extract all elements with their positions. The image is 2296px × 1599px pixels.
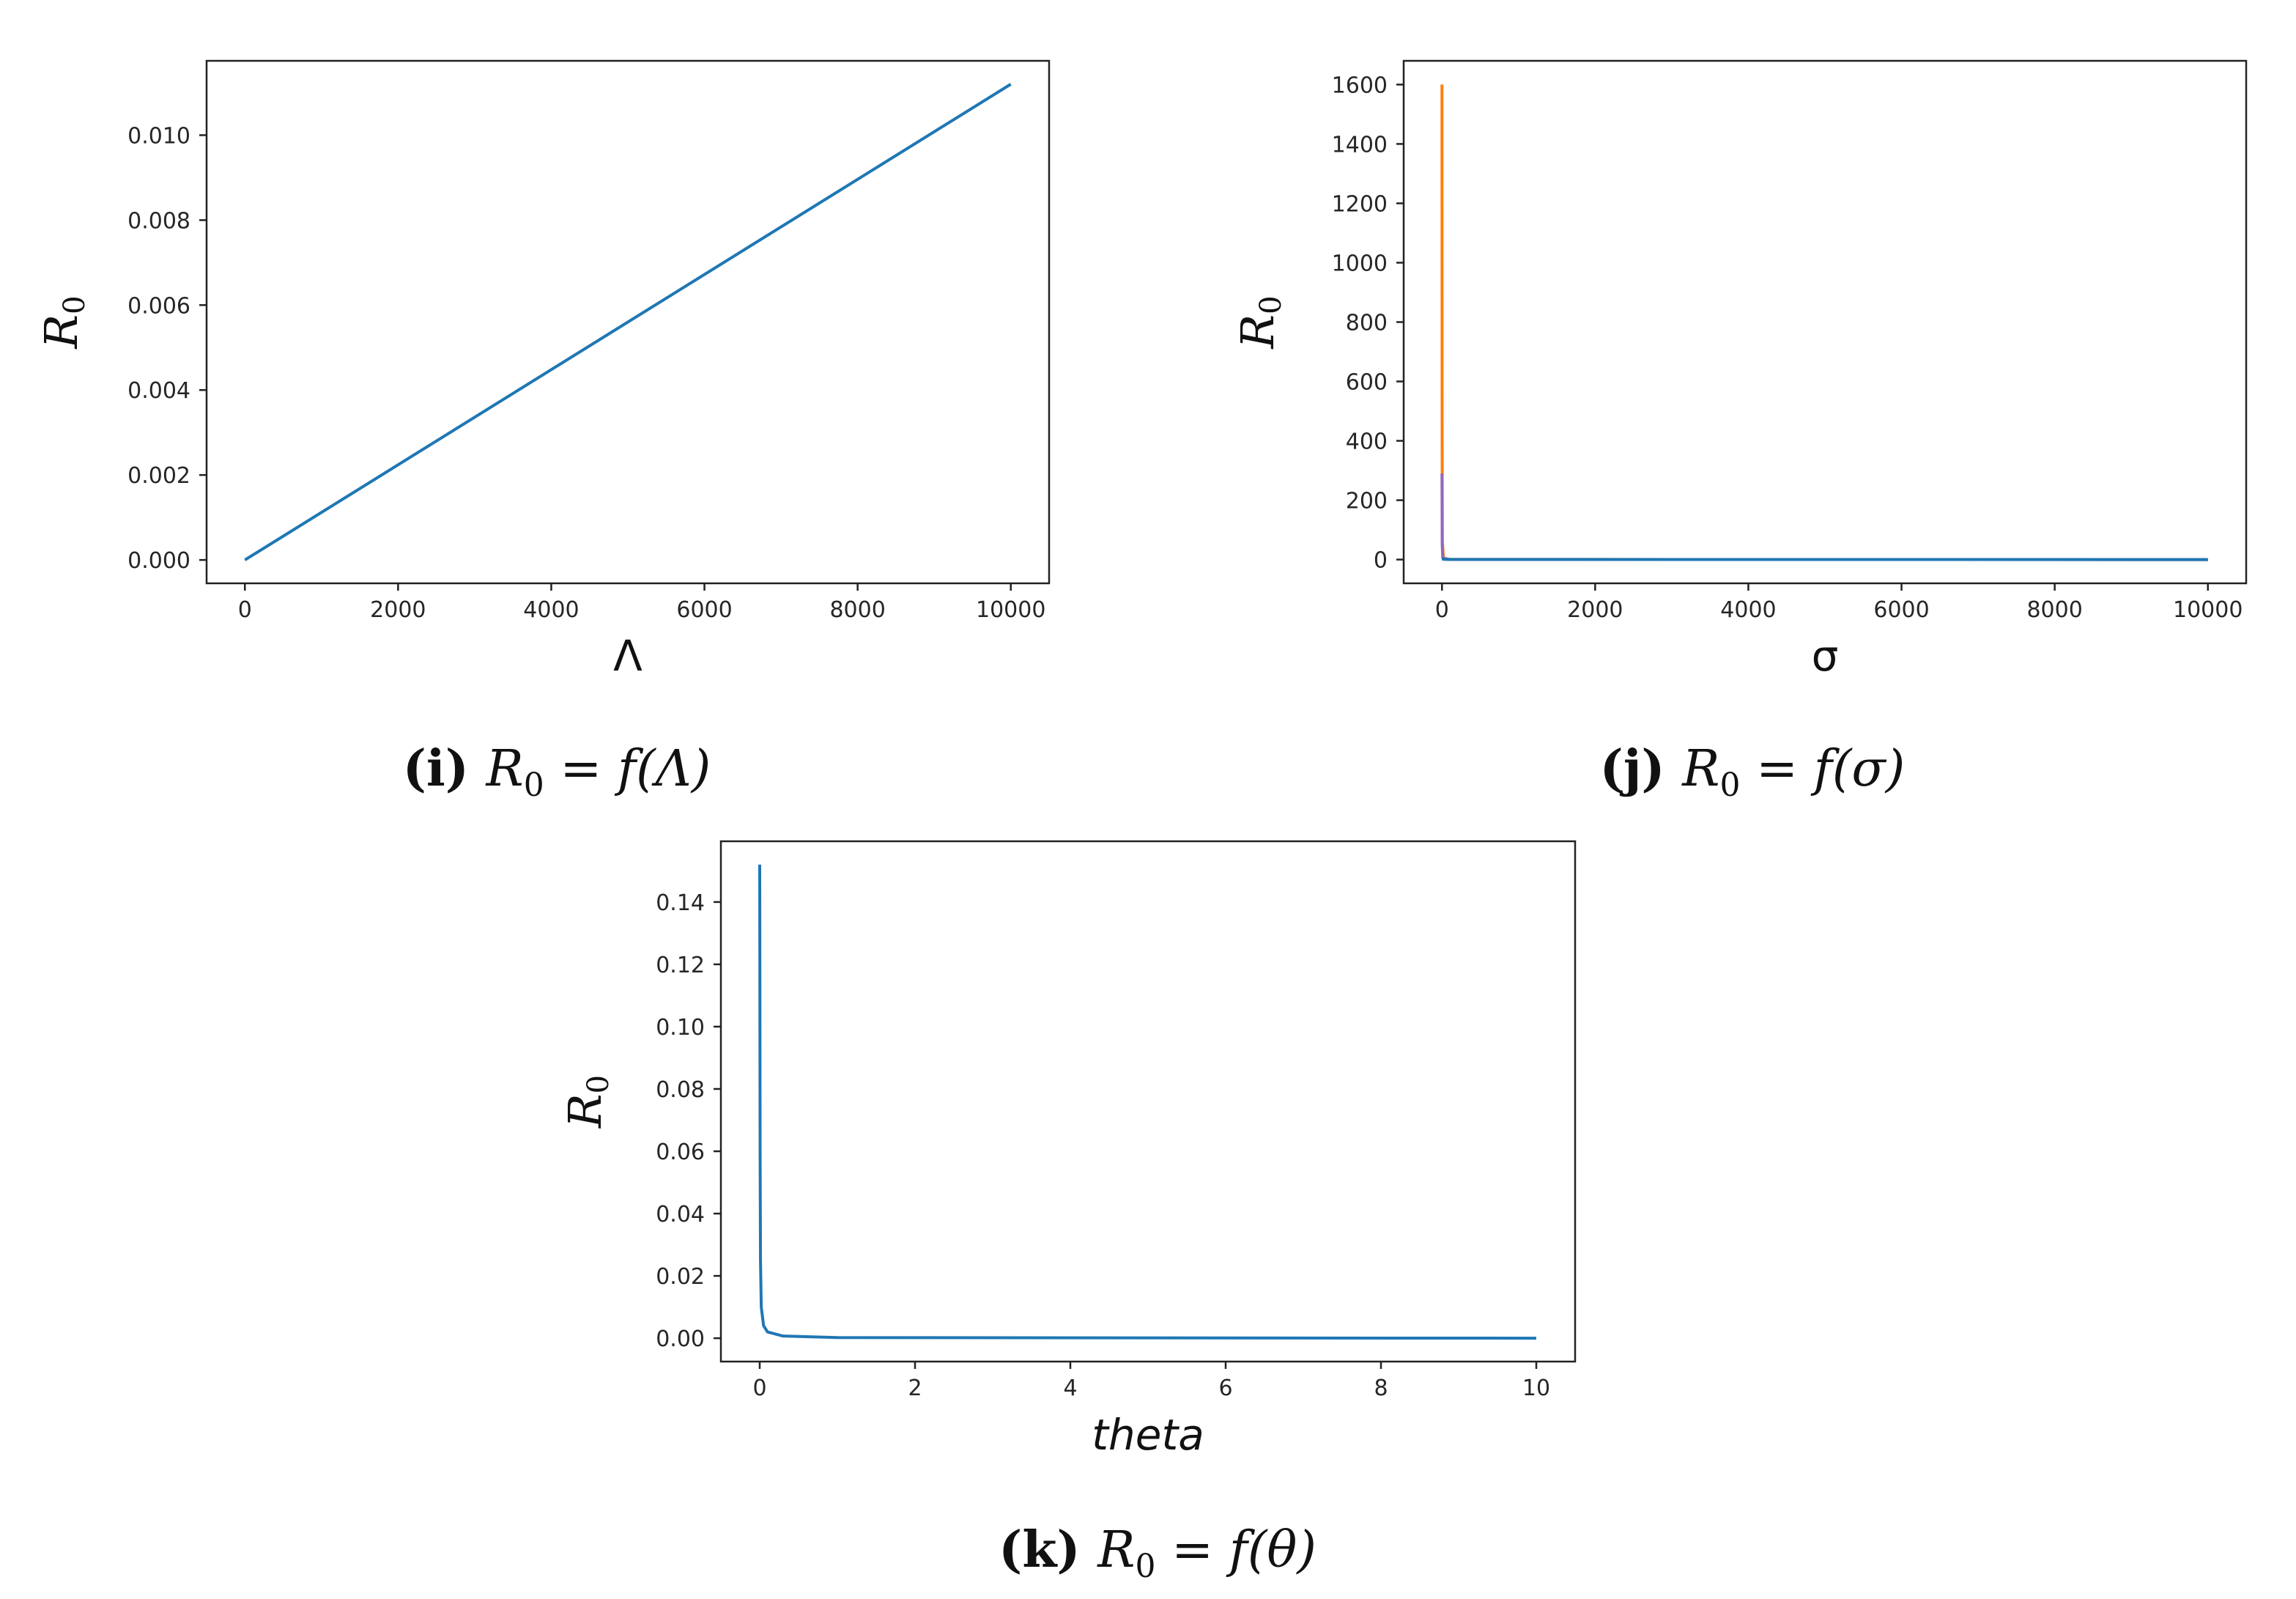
y-axis-label: R0 <box>34 295 92 349</box>
y-tick-label: 0.000 <box>127 548 190 574</box>
y-tick-label: 200 <box>1346 489 1388 514</box>
y-tick-label: 0.14 <box>656 890 705 916</box>
x-tick-label: 2000 <box>1567 597 1623 623</box>
y-tick-label: 0.06 <box>656 1140 705 1165</box>
x-tick-label: 2000 <box>370 597 426 623</box>
y-tick-label: 0.08 <box>656 1077 705 1103</box>
y-axis-label: R0 <box>558 1075 615 1129</box>
y-tick-label: 1200 <box>1332 191 1388 217</box>
x-tick-label: 4000 <box>1720 597 1776 623</box>
x-axis-label: σ <box>1812 631 1839 681</box>
series-line-2 <box>1442 557 2208 561</box>
y-tick-label: 600 <box>1346 370 1388 396</box>
x-tick-label: 0 <box>238 597 252 623</box>
x-axis-label: Λ <box>613 631 642 681</box>
x-axis-label: theta <box>1092 1410 1204 1460</box>
series-line-1 <box>1440 473 2208 561</box>
panel-k: 0 2 4 6 8 10 0.00 0.02 0.04 0.06 0.08 0.10 0.12 0.14 t… <box>558 840 1577 1585</box>
y-tick-label: 1400 <box>1332 132 1388 158</box>
y-tick-label: 0.004 <box>127 378 190 404</box>
plot-frame <box>719 840 1577 1363</box>
x-tick-label: 10 <box>1522 1375 1550 1401</box>
y-tick-label: 1000 <box>1332 251 1388 276</box>
x-tick-label: 0 <box>752 1375 766 1401</box>
x-tick-label: 0 <box>1435 597 1449 623</box>
y-tick-label: 0.00 <box>656 1326 705 1352</box>
y-tick-label: 0 <box>1374 548 1388 574</box>
series-line-0 <box>1440 84 2208 561</box>
y-tick-label: 0.008 <box>127 208 190 234</box>
y-tick-label: 0.04 <box>656 1202 705 1227</box>
x-tick-label: 4000 <box>523 597 579 623</box>
panel-caption: (k) R0 = f(θ) <box>999 1521 1317 1585</box>
y-tick-label: 0.010 <box>127 123 190 149</box>
plot-frame <box>205 59 1051 585</box>
x-tick-label: 6 <box>1218 1375 1232 1401</box>
panel-caption: (i) R0 = f(Λ) <box>403 739 711 804</box>
panel-j: 0 2000 4000 6000 8000 10000 0 200 400 600 800 1000 1… <box>1231 59 2248 804</box>
y-tick-label: 1600 <box>1332 73 1388 98</box>
x-tick-label: 6000 <box>676 597 732 623</box>
y-tick-label: 0.002 <box>127 463 190 489</box>
x-tick-label: 10000 <box>976 597 1045 623</box>
panel-caption: (j) R0 = f(σ) <box>1600 739 1906 804</box>
panel-i: 0 2000 4000 6000 8000 10000 0.000 0.002 0.004 0.0… <box>34 59 1051 804</box>
y-axis-label: R0 <box>1231 295 1288 349</box>
y-tick-label: 0.10 <box>656 1015 705 1041</box>
x-tick-label: 8000 <box>829 597 885 623</box>
y-tick-label: 0.02 <box>656 1264 705 1290</box>
x-tick-label: 6000 <box>1873 597 1929 623</box>
x-tick-label: 8000 <box>2026 597 2082 623</box>
series-line-0 <box>244 83 1012 561</box>
y-tick-label: 400 <box>1346 429 1388 455</box>
y-tick-label: 0.006 <box>127 293 190 319</box>
series-line-0 <box>758 864 1537 1340</box>
x-tick-label: 2 <box>908 1375 922 1401</box>
x-tick-label: 8 <box>1374 1375 1388 1401</box>
y-tick-label: 800 <box>1346 311 1388 336</box>
x-tick-label: 4 <box>1063 1375 1077 1401</box>
x-tick-label: 10000 <box>2173 597 2243 623</box>
plot-frame <box>1402 59 2248 585</box>
y-tick-label: 0.12 <box>656 953 705 978</box>
